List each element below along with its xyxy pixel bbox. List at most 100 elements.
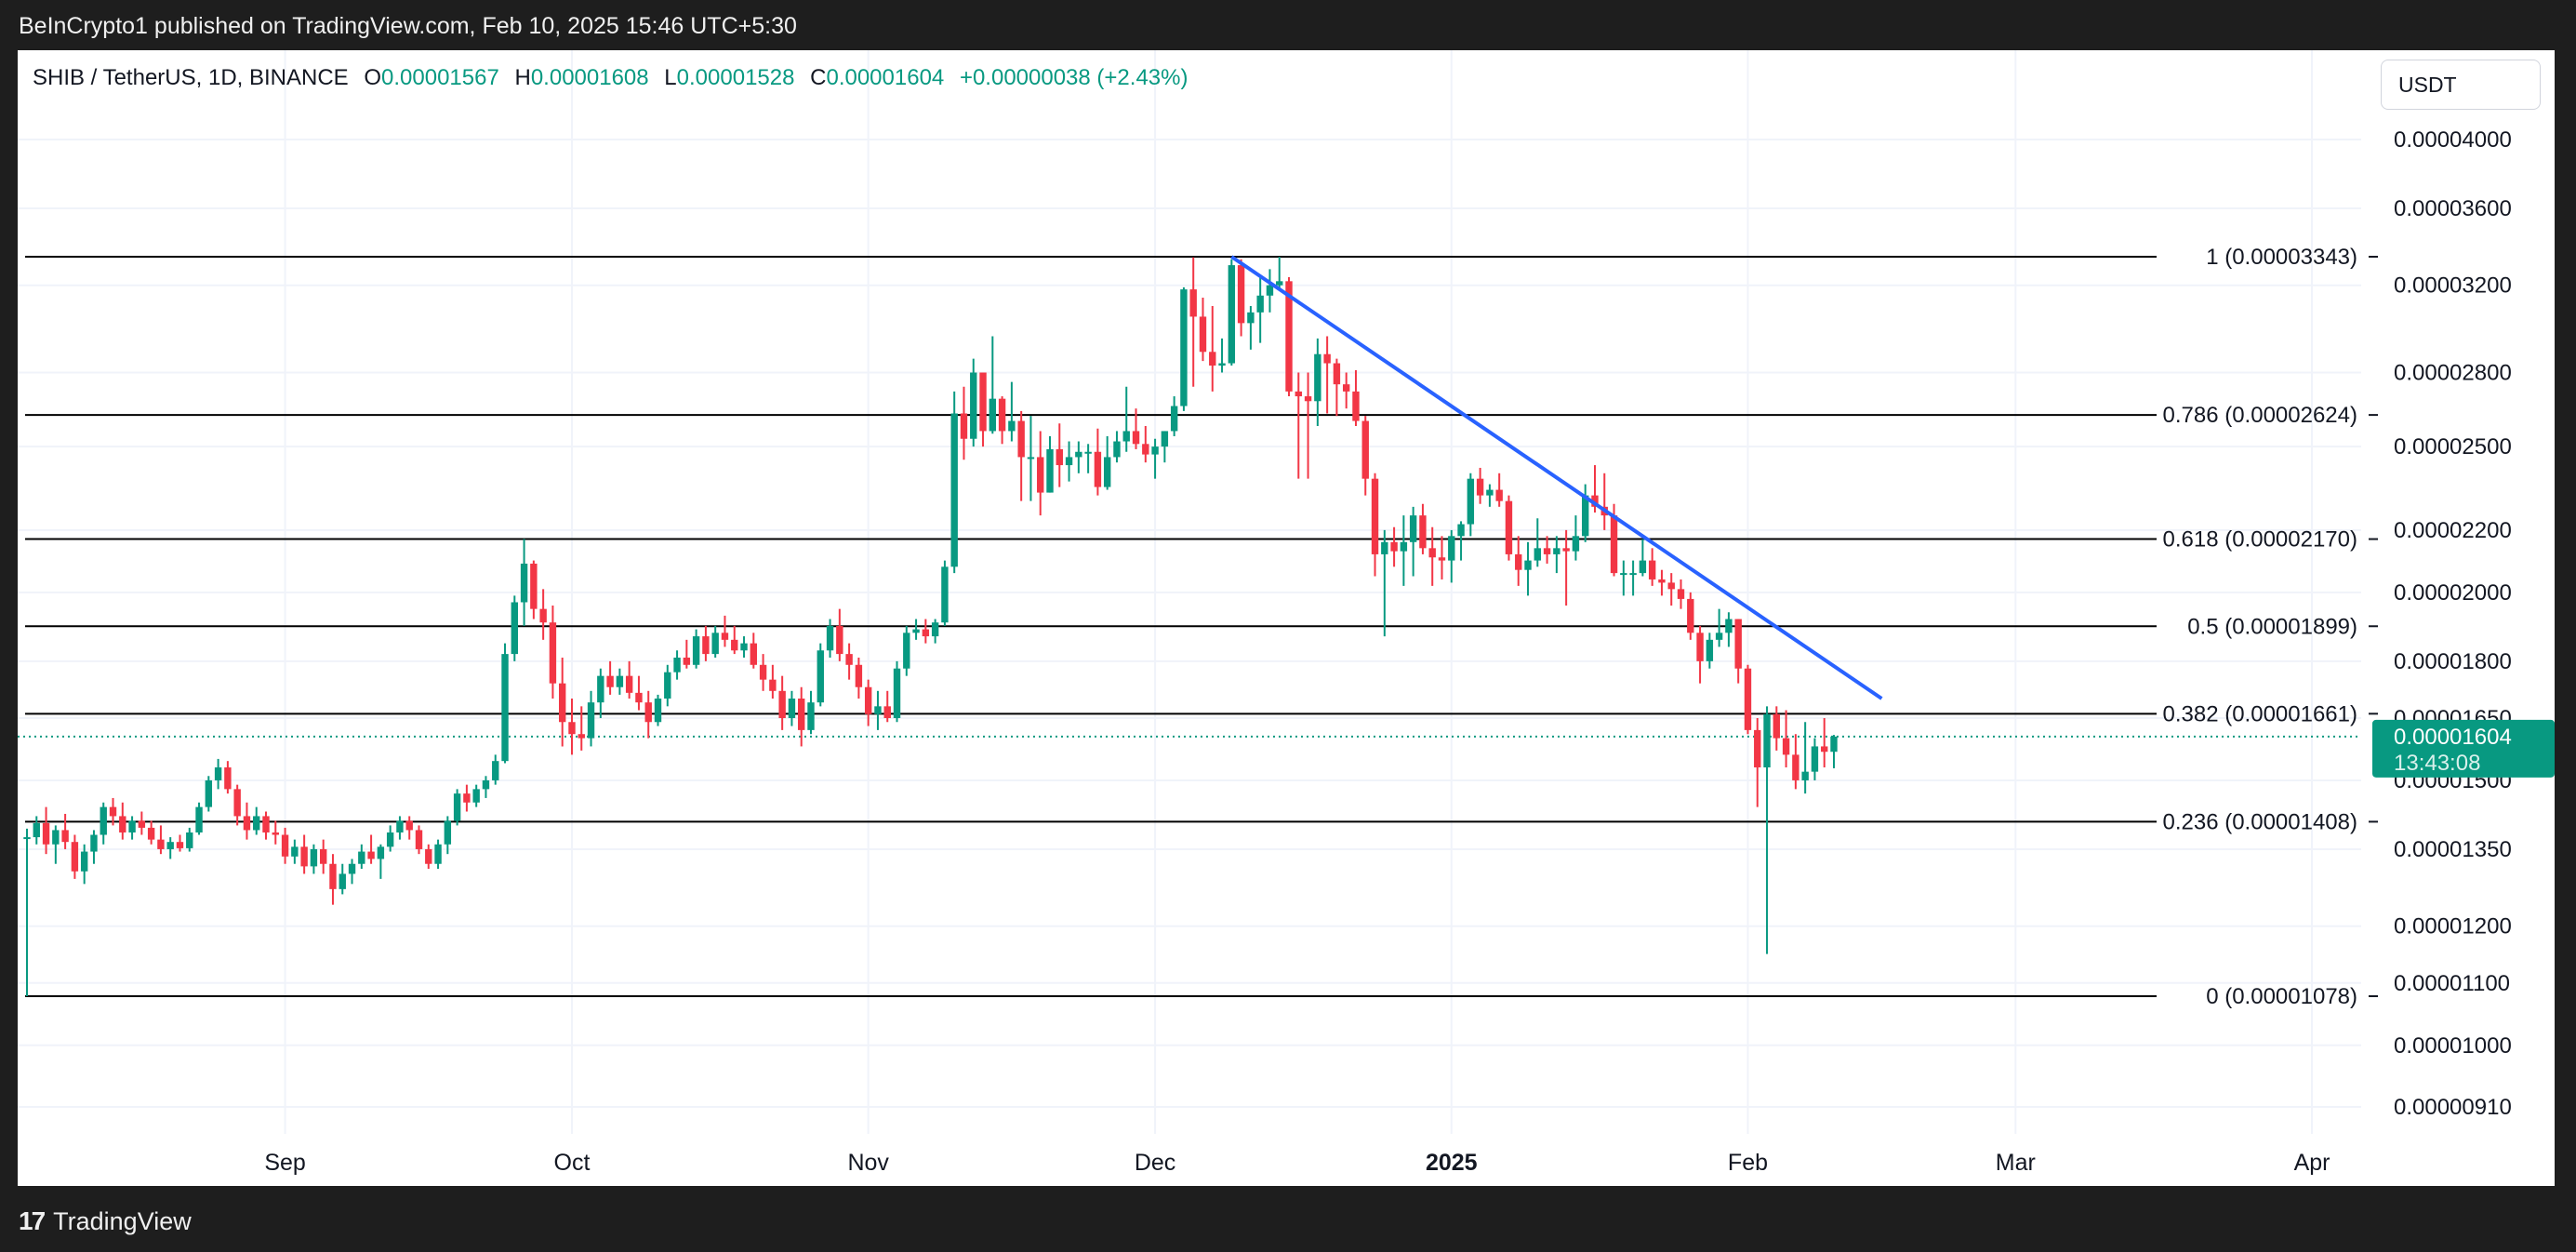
change-value: +0.00000038 (+2.43%) (959, 65, 1188, 90)
candle (922, 619, 930, 644)
fib-level-label: 0.5 (0.00001899) (2187, 614, 2357, 639)
candle-body (1323, 353, 1331, 364)
candle (731, 625, 738, 655)
candle (319, 839, 327, 874)
candle-body (1027, 457, 1035, 460)
candle (166, 837, 174, 859)
candle (702, 625, 710, 661)
candle-body (166, 842, 174, 849)
candle-body (979, 372, 987, 432)
candle (874, 690, 882, 730)
candle-body (1209, 352, 1216, 366)
candle (1811, 738, 1819, 780)
candle (1419, 503, 1427, 554)
candle (559, 657, 566, 747)
candle (71, 834, 79, 879)
candle-body (1017, 420, 1025, 458)
candle (1782, 710, 1790, 768)
candle (788, 690, 796, 726)
fib-level-label: 0.786 (0.00002624) (2162, 403, 2357, 428)
candle-body (272, 832, 279, 835)
fib-levels: 1 (0.00003343) 0.786 (0.00002624) 0.618 (0… (25, 245, 2378, 1009)
candle (807, 690, 815, 735)
candle-body (941, 566, 949, 623)
grid-lines (18, 50, 2361, 1134)
candle-body (1333, 363, 1341, 385)
currency-selector[interactable]: USDT (2381, 60, 2541, 110)
candle-body (425, 848, 432, 864)
candle (377, 844, 385, 879)
candle (386, 825, 394, 852)
candle-body (492, 761, 499, 780)
candle (1486, 484, 1494, 507)
candle (1237, 259, 1245, 337)
price-chart[interactable]: 1 (0.00003343) 0.786 (0.00002624) 0.618 (0… (18, 50, 2555, 1186)
candle (90, 830, 98, 864)
candle-body (1075, 451, 1082, 458)
candle-body (1247, 312, 1255, 324)
candle-body (205, 779, 213, 807)
candle (23, 828, 31, 996)
candle-body (549, 622, 557, 684)
candle (138, 811, 146, 835)
symbol-name[interactable]: SHIB / TetherUS, 1D, BINANCE (33, 65, 349, 90)
candle-body (970, 372, 977, 439)
candle (1295, 372, 1302, 479)
candle (1017, 410, 1025, 501)
candle (1476, 467, 1484, 504)
candle-body (100, 806, 107, 835)
candle (941, 560, 949, 626)
candle-body (578, 734, 585, 739)
candle-body (405, 820, 413, 831)
candle-body (798, 699, 805, 730)
candle (979, 372, 987, 447)
candle (339, 863, 346, 895)
candle-body (807, 702, 815, 730)
tradingview-brand[interactable]: 17 TradingView (19, 1206, 192, 1236)
candle (778, 675, 786, 730)
candle-body (1524, 560, 1532, 570)
footer-bar: 17 TradingView (0, 1186, 2576, 1252)
candle (864, 679, 872, 726)
candle-body (769, 679, 777, 691)
candle (453, 789, 461, 826)
trendline (1230, 255, 1883, 700)
fib-level-label: 0.618 (0.00002170) (2162, 527, 2357, 553)
x-axis-tick-label: 2025 (1426, 1150, 1478, 1176)
candle-body (482, 779, 490, 790)
candle (750, 633, 758, 669)
low-value: 0.00001528 (676, 65, 795, 90)
y-axis-tick-label: 0.00003600 (2394, 196, 2512, 221)
y-axis-tick-label: 0.00004000 (2394, 127, 2512, 153)
candle-body (463, 793, 471, 803)
candle-body (587, 702, 595, 739)
candle-body (855, 664, 863, 687)
candle-body (1467, 478, 1475, 525)
candle-body (692, 636, 700, 665)
candle-body (1553, 548, 1560, 554)
candle (903, 625, 910, 676)
candle-body (1189, 289, 1197, 317)
candle-body (673, 657, 681, 673)
candle (1515, 536, 1522, 586)
candle (692, 629, 700, 669)
candle-body (1381, 541, 1388, 554)
candle (224, 761, 232, 794)
high-value: 0.00001608 (530, 65, 649, 90)
candle-body (1256, 295, 1264, 313)
candle-body (1371, 478, 1379, 554)
open-value: 0.00001567 (381, 65, 499, 90)
candle (539, 589, 547, 640)
candle (635, 675, 643, 711)
candle-body (1830, 736, 1838, 753)
candle (1706, 633, 1714, 669)
candle-body (616, 675, 624, 687)
candle-body (339, 873, 346, 889)
chart-panel[interactable]: 1 (0.00003343) 0.786 (0.00002624) 0.618 (0… (18, 50, 2555, 1186)
candle (1524, 541, 1532, 596)
candle-body (319, 848, 327, 864)
candle-body (1037, 457, 1044, 493)
candle-body (864, 686, 872, 714)
candle-body (817, 650, 824, 703)
candle (205, 776, 213, 812)
